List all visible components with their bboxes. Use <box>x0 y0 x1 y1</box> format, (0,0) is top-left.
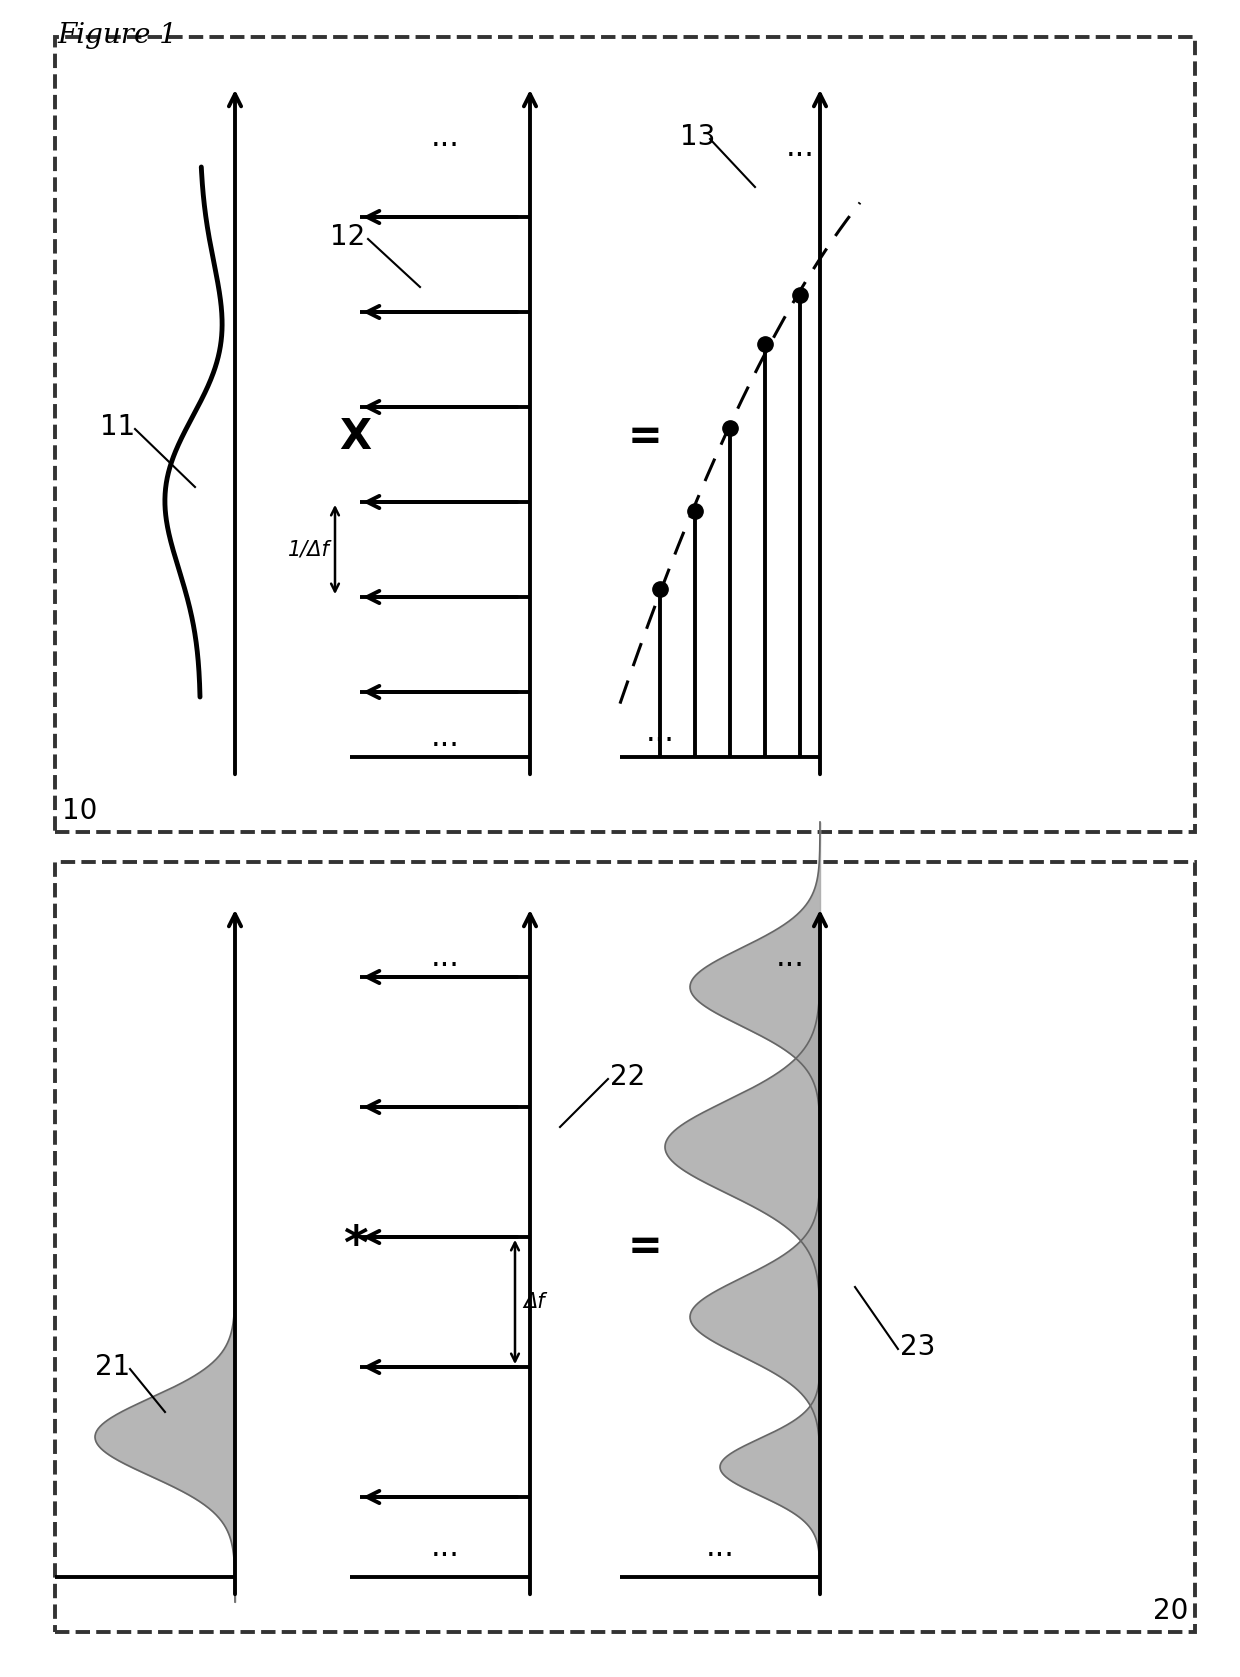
Text: 1/Δf: 1/Δf <box>288 540 330 560</box>
Text: ...: ... <box>430 723 460 751</box>
Text: ...: ... <box>430 1533 460 1561</box>
Text: *: * <box>342 1224 367 1269</box>
Text: 21: 21 <box>95 1353 130 1380</box>
Text: 13: 13 <box>680 122 715 151</box>
Text: Δf: Δf <box>523 1291 544 1311</box>
Text: ...: ... <box>706 1533 734 1561</box>
Text: 10: 10 <box>62 797 98 825</box>
Text: 22: 22 <box>610 1063 645 1092</box>
Text: Figure 1: Figure 1 <box>57 22 177 49</box>
Text: ...: ... <box>775 942 805 971</box>
Text: ...: ... <box>786 132 815 161</box>
Text: ...: ... <box>646 718 675 746</box>
Text: X: X <box>339 416 371 458</box>
Text: ...: ... <box>430 942 460 971</box>
Text: 23: 23 <box>900 1333 935 1362</box>
Text: ...: ... <box>430 122 460 151</box>
Text: 12: 12 <box>330 223 366 252</box>
Text: 11: 11 <box>100 413 135 441</box>
Text: =: = <box>627 1226 662 1268</box>
Text: 20: 20 <box>1153 1597 1188 1625</box>
Text: =: = <box>627 416 662 458</box>
